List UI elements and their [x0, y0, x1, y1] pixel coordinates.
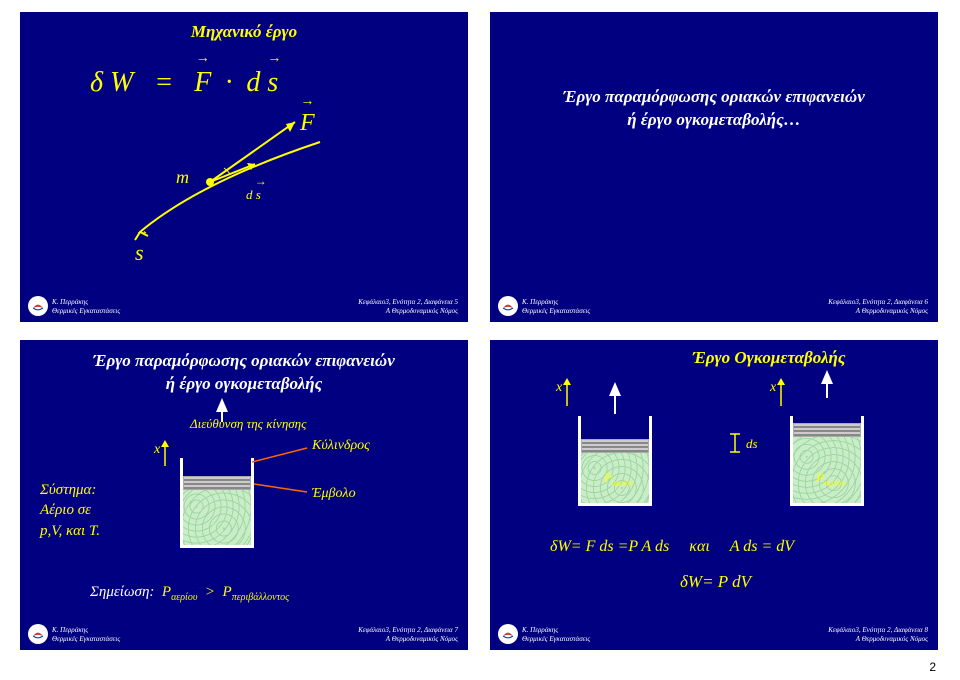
- cylinder-diagram: [180, 458, 254, 548]
- logo-icon: [498, 624, 518, 644]
- eq-line2: δW= P dV: [680, 572, 751, 592]
- footer: Κ. Περράκης Θερμικές Εγκαταστάσεις Κεφάλ…: [26, 620, 462, 646]
- eq-F: F: [194, 67, 211, 99]
- eq-eq: =: [154, 67, 173, 98]
- title-line2: ή έργο ογκομεταβολής…: [490, 109, 938, 132]
- page-number: 2: [929, 660, 936, 674]
- footer: Κ. Περράκης Θερμικές Εγκαταστάσεις Κεφάλ…: [26, 292, 462, 318]
- P-right: Pαερίου: [816, 470, 845, 488]
- logo-icon: [28, 624, 48, 644]
- s-label: s: [135, 240, 144, 266]
- up-arrow-icon: [216, 398, 228, 412]
- m-label: m: [176, 167, 189, 188]
- slide-piston-system: Έργο παραμόρφωσης οριακών επιφανειών ή έ…: [20, 340, 468, 650]
- system-label: Σύστημα: Αέριο σε p,V, και Τ.: [40, 480, 100, 541]
- title-line1: Έργο παραμόρφωσης οριακών επιφανειών: [20, 340, 468, 373]
- title: Μηχανικό έργο: [20, 12, 468, 42]
- cyl-right: [790, 416, 864, 506]
- logo-icon: [28, 296, 48, 316]
- callout-lines: [252, 444, 342, 514]
- eq-d: d: [246, 67, 260, 98]
- note: Σημείωση: Pαερίου > Pπεριβάλλοντος: [90, 584, 289, 603]
- eq-line1: δW= F ds =P A ds και A ds = dV: [550, 538, 794, 556]
- equation-main: δ W = F · d s: [90, 67, 278, 99]
- F-label: F: [300, 110, 315, 137]
- ds-label: ds: [746, 436, 758, 452]
- up-arrow-right-icon: [821, 370, 833, 384]
- P-left: Pαερίου: [604, 470, 633, 488]
- slide-mechanical-work: Μηχανικό έργο δ W = F · d s F m d s s Κ.…: [20, 12, 468, 322]
- emb-label: Έμβολο: [312, 486, 356, 502]
- up-arrow-left-icon: [609, 382, 621, 396]
- mech-diagram: [120, 112, 380, 252]
- cyl-left: [578, 416, 652, 506]
- dept: Θερμικές Εγκαταστάσεις: [52, 307, 120, 315]
- eq-s: s: [267, 67, 278, 99]
- logo-icon: [498, 296, 518, 316]
- title: Έργο Ογκομεταβολής: [490, 340, 938, 368]
- eq-dot: ·: [225, 67, 232, 98]
- ds-label: d s: [246, 187, 261, 203]
- author: Κ. Περράκης: [52, 298, 120, 306]
- direction-label: Διεύθυνση της κίνησης: [190, 416, 306, 432]
- footer: Κ. Περράκης Θερμικές Εγκαταστάσεις Κεφάλ…: [496, 292, 932, 318]
- title-line2: ή έργο ογκομεταβολής: [20, 373, 468, 396]
- x1-arrow-icon: [562, 378, 572, 408]
- x2-arrow-icon: [776, 378, 786, 408]
- kyl-label: Κύλινδρος: [312, 438, 370, 454]
- footer: Κ. Περράκης Θερμικές Εγκαταστάσεις Κεφάλ…: [496, 620, 932, 646]
- slide-volume-work: Έργο Ογκομεταβολής x x Pαερίου Pαερίου d…: [490, 340, 938, 650]
- x-arrow-icon: [160, 440, 170, 468]
- slide-boundary-work-intro: Έργο παραμόρφωσης οριακών επιφανειών ή έ…: [490, 12, 938, 322]
- eq-dw: δ W: [90, 67, 133, 98]
- title-line1: Έργο παραμόρφωσης οριακών επιφανειών: [490, 62, 938, 109]
